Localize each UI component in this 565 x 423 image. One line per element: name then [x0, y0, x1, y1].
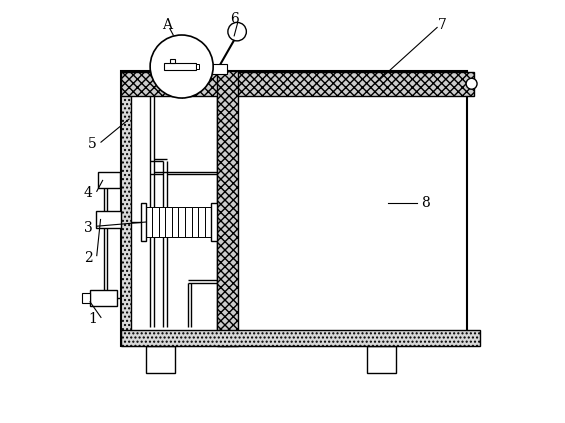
Bar — [146, 207, 153, 237]
Bar — [192, 207, 198, 237]
Bar — [166, 207, 172, 237]
Text: 6: 6 — [230, 12, 238, 26]
Bar — [367, 346, 396, 373]
Text: 3: 3 — [84, 221, 93, 235]
Text: A: A — [162, 17, 172, 31]
Bar — [218, 71, 237, 346]
Bar — [121, 330, 480, 346]
Bar — [179, 207, 185, 237]
Bar — [146, 346, 175, 373]
Bar — [198, 207, 205, 237]
Bar — [98, 173, 120, 188]
Bar — [82, 294, 90, 303]
Bar — [172, 207, 179, 237]
Text: 2: 2 — [84, 251, 93, 265]
Bar — [97, 211, 121, 228]
Bar — [131, 71, 218, 335]
Bar — [159, 207, 166, 237]
Bar — [121, 71, 228, 346]
Bar — [141, 203, 146, 241]
Bar — [153, 207, 159, 237]
Text: 8: 8 — [421, 196, 430, 210]
Bar — [221, 71, 467, 346]
Bar — [195, 64, 199, 69]
Text: 7: 7 — [438, 17, 446, 31]
Bar — [90, 290, 118, 306]
Circle shape — [466, 78, 477, 89]
Bar — [185, 207, 192, 237]
Bar — [212, 64, 227, 74]
Circle shape — [150, 35, 213, 98]
Bar — [164, 63, 195, 70]
Bar — [170, 58, 175, 63]
Bar — [205, 207, 211, 237]
Text: 4: 4 — [84, 186, 93, 200]
Circle shape — [228, 22, 246, 41]
Text: 1: 1 — [88, 312, 97, 326]
Text: 5: 5 — [88, 137, 97, 151]
Bar — [121, 71, 473, 96]
Bar — [211, 203, 216, 241]
